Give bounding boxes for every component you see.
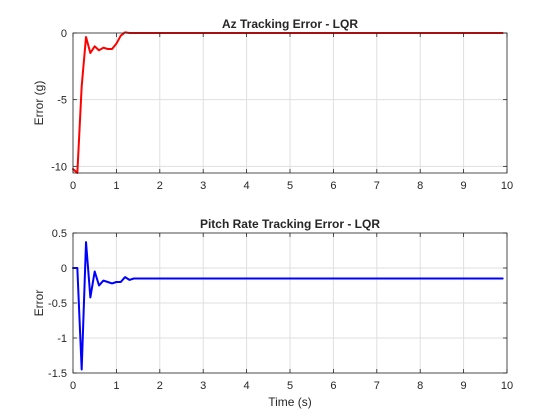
x-tick-label: 5 <box>287 180 293 192</box>
y-tick-label: -10 <box>51 161 67 173</box>
subplot-1: 0 1 2 3 4 5 6 7 8 9 10 0 -5 -10 Az Tracking Error - LQ… <box>32 17 513 192</box>
x-tick-label: 1 <box>113 380 119 392</box>
subplot-2: 0 1 2 3 4 5 6 7 8 9 10 0.5 0 -0.5 -1 -1.5 Pitch Rate Tra… <box>32 217 513 409</box>
x-tick-label: 2 <box>157 180 163 192</box>
chart-title: Az Tracking Error - LQR <box>222 17 358 31</box>
y-tick-label: -0.5 <box>48 298 67 310</box>
x-tick-label: 8 <box>417 180 423 192</box>
y-tick-label: 0.5 <box>52 228 67 240</box>
y-tick-label: -1 <box>57 333 67 345</box>
x-tick-label: 10 <box>501 380 513 392</box>
x-tick-label: 10 <box>501 180 513 192</box>
x-tick-label: 4 <box>244 380 250 392</box>
x-tick-label: 6 <box>330 180 336 192</box>
x-tick-label: 3 <box>200 380 206 392</box>
chart-title: Pitch Rate Tracking Error - LQR <box>200 217 380 231</box>
x-tick-label: 2 <box>157 380 163 392</box>
x-tick-label: 0 <box>70 380 76 392</box>
y-axis-label: Error <box>32 290 46 317</box>
x-tick-label: 4 <box>244 180 250 192</box>
x-tick-label: 6 <box>330 380 336 392</box>
y-axis-label: Error (g) <box>32 81 46 126</box>
x-tick-label: 7 <box>374 180 380 192</box>
x-tick-label: 1 <box>113 180 119 192</box>
y-tick-label: -5 <box>57 95 67 107</box>
x-tick-label: 3 <box>200 180 206 192</box>
x-tick-label: 7 <box>374 380 380 392</box>
x-tick-label: 8 <box>417 380 423 392</box>
x-tick-label: 0 <box>70 180 76 192</box>
series-line-1 <box>72 241 504 371</box>
y-tick-label: 0 <box>61 263 67 275</box>
x-tick-label: 9 <box>461 380 467 392</box>
x-tick-label: 9 <box>461 180 467 192</box>
x-tick-label: 5 <box>287 380 293 392</box>
y-tick-label: 0 <box>61 28 67 40</box>
x-axis-label: Time (s) <box>268 395 312 409</box>
y-tick-label: -1.5 <box>48 368 67 380</box>
